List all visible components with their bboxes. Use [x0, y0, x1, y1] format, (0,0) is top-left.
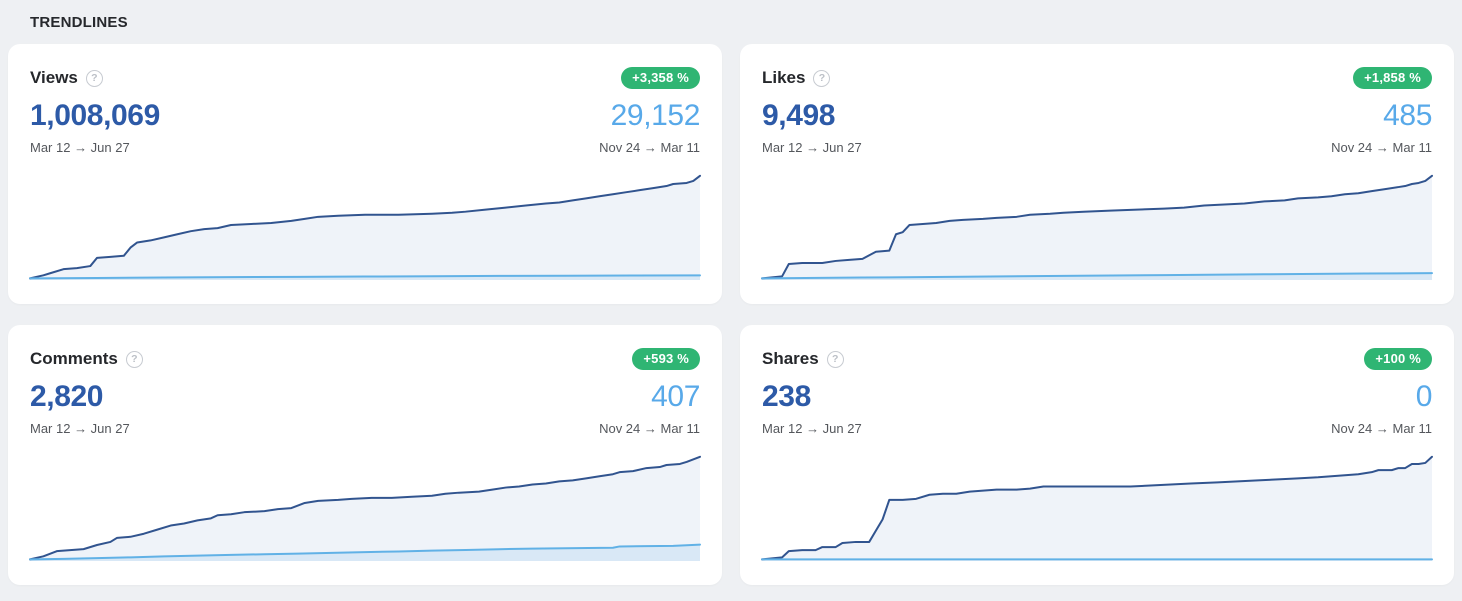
- card-header: Comments ? +593 %: [30, 347, 700, 371]
- help-icon[interactable]: ?: [85, 69, 103, 87]
- trend-chart: [30, 453, 700, 561]
- change-badge: +3,358 %: [621, 67, 700, 89]
- primary-value: 238: [762, 380, 811, 413]
- card-header: Views ? +3,358 %: [30, 66, 700, 90]
- values-row: 1,008,069 29,152: [30, 98, 700, 134]
- values-row: 9,498 485: [762, 98, 1432, 134]
- card-title-wrap: Shares ?: [762, 349, 844, 369]
- secondary-date-range: Nov 24 → Mar 11: [1331, 140, 1432, 155]
- primary-value: 1,008,069: [30, 99, 160, 132]
- card-title: Likes: [762, 68, 806, 87]
- cards-grid: Views ? +3,358 % 1,008,069 29,152 Mar 12…: [8, 44, 1454, 585]
- primary-date-range: Mar 12 → Jun 27: [762, 140, 862, 155]
- secondary-date-range: Nov 24 → Mar 11: [599, 140, 700, 155]
- section-title: TRENDLINES: [30, 14, 128, 31]
- dates-row: Mar 12 → Jun 27 Nov 24 → Mar 11: [30, 421, 700, 437]
- card-title-wrap: Likes ?: [762, 68, 831, 88]
- secondary-value: 29,152: [610, 99, 701, 132]
- card-header: Shares ? +100 %: [762, 347, 1432, 371]
- secondary-value: 0: [1415, 380, 1433, 413]
- primary-value: 2,820: [30, 380, 104, 413]
- card-header: Likes ? +1,858 %: [762, 66, 1432, 90]
- card-title: Shares: [762, 349, 819, 368]
- values-row: 2,820 407: [30, 379, 700, 415]
- change-badge: +100 %: [1364, 348, 1432, 370]
- primary-date-range: Mar 12 → Jun 27: [30, 421, 130, 436]
- secondary-value: 407: [651, 380, 700, 413]
- trend-chart: [30, 172, 700, 280]
- primary-date-range: Mar 12 → Jun 27: [762, 421, 862, 436]
- card-title: Views: [30, 68, 78, 87]
- help-icon[interactable]: ?: [125, 350, 143, 368]
- change-badge: +1,858 %: [1353, 67, 1432, 89]
- trendline-card-shares: Shares ? +100 % 238 0 Mar 12 → Jun 27 No…: [740, 325, 1454, 585]
- card-title-wrap: Comments ?: [30, 349, 143, 369]
- values-row: 238 0: [762, 379, 1432, 415]
- dates-row: Mar 12 → Jun 27 Nov 24 → Mar 11: [762, 140, 1432, 156]
- primary-date-range: Mar 12 → Jun 27: [30, 140, 130, 155]
- change-badge: +593 %: [632, 348, 700, 370]
- help-icon[interactable]: ?: [826, 350, 844, 368]
- dates-row: Mar 12 → Jun 27 Nov 24 → Mar 11: [30, 140, 700, 156]
- trendline-card-views: Views ? +3,358 % 1,008,069 29,152 Mar 12…: [8, 44, 722, 304]
- trend-chart: [762, 172, 1432, 280]
- trendline-card-likes: Likes ? +1,858 % 9,498 485 Mar 12 → Jun …: [740, 44, 1454, 304]
- card-title-wrap: Views ?: [30, 68, 103, 88]
- dates-row: Mar 12 → Jun 27 Nov 24 → Mar 11: [762, 421, 1432, 437]
- secondary-date-range: Nov 24 → Mar 11: [1331, 421, 1432, 436]
- secondary-date-range: Nov 24 → Mar 11: [599, 421, 700, 436]
- secondary-value: 485: [1383, 99, 1432, 132]
- primary-value: 9,498: [762, 99, 836, 132]
- card-title: Comments: [30, 349, 118, 368]
- help-icon[interactable]: ?: [813, 69, 831, 87]
- trendline-card-comments: Comments ? +593 % 2,820 407 Mar 12 → Jun…: [8, 325, 722, 585]
- trend-chart: [762, 453, 1432, 561]
